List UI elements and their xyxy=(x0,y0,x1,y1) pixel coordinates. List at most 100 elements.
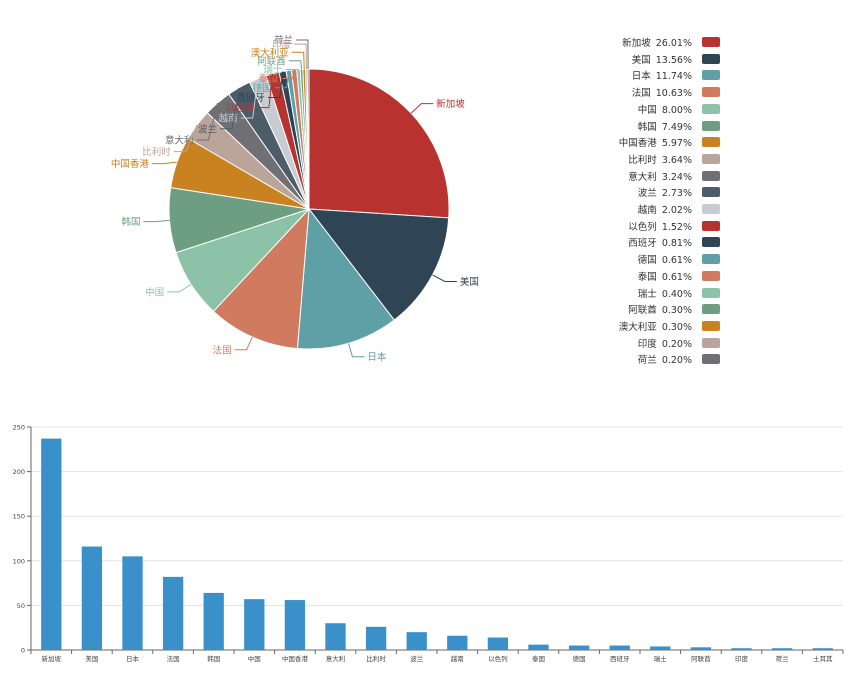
legend-swatch xyxy=(702,254,720,265)
x-tick-label: 瑞士 xyxy=(654,654,668,663)
legend-label: 法国 xyxy=(631,88,651,100)
legend-item[interactable]: 越南 2.02% xyxy=(560,201,720,217)
pie-label-line xyxy=(196,102,219,141)
legend-item[interactable]: 中国 8.00% xyxy=(560,101,720,117)
legend-swatch xyxy=(702,337,720,348)
legend-percent: 3.24% xyxy=(661,171,692,183)
bar-chart: 0 50 100 150 200 250 新加坡 美国 日本 法国 韩国 中国 中国香港 意大利 比利时 波兰… xyxy=(13,424,844,663)
legend-label: 印度 xyxy=(637,338,657,350)
legend-label: 阿联酋 xyxy=(628,305,657,317)
pie-label-line xyxy=(167,283,192,293)
legend-item[interactable]: 印度 0.20% xyxy=(560,335,720,351)
bar xyxy=(162,576,184,650)
legend-swatch xyxy=(702,120,720,131)
legend-percent: 0.61% xyxy=(661,255,692,267)
pie-label-line xyxy=(294,43,307,70)
legend-label: 比利时 xyxy=(628,154,657,166)
legend-item[interactable]: 美国 13.56% xyxy=(560,51,720,67)
bar xyxy=(487,637,509,650)
legend-percent: 13.56% xyxy=(655,54,692,66)
legend-item[interactable]: 比利时 3.64% xyxy=(560,151,720,167)
pie-label: 中国香港 xyxy=(111,158,150,170)
pie-label-line xyxy=(288,60,302,70)
legend-percent: 1.52% xyxy=(661,221,692,233)
legend-percent: 8.00% xyxy=(661,104,692,116)
bar xyxy=(528,644,549,650)
bar xyxy=(203,592,224,650)
pie-label-line xyxy=(296,39,309,70)
legend-item[interactable]: 西班牙 0.81% xyxy=(560,234,720,250)
legend-item[interactable]: 韩国 7.49% xyxy=(560,118,720,134)
x-tick-label: 韩国 xyxy=(207,654,220,663)
pie-label: 以色列 xyxy=(225,102,254,114)
legend-item[interactable]: 澳大利亚 0.30% xyxy=(560,318,720,334)
legend-percent: 10.63% xyxy=(655,88,692,100)
x-tick-label: 中国香港 xyxy=(282,654,309,663)
bar xyxy=(568,645,590,650)
pie-label: 韩国 xyxy=(121,216,140,228)
legend-label: 德国 xyxy=(637,255,657,267)
legend-swatch xyxy=(702,187,720,198)
pie-label-line xyxy=(348,343,365,358)
x-tick-label: 荷兰 xyxy=(776,654,790,663)
legend-label: 意大利 xyxy=(628,171,657,183)
pie-chart: 新加坡美国日本荷兰印度澳大利亚阿联酋瑞士泰国德国西班牙以色列越南波兰意大利比利时… xyxy=(111,35,479,364)
legend-percent: 0.20% xyxy=(661,338,692,350)
legend-item[interactable]: 意大利 3.24% xyxy=(560,168,720,184)
pie-label: 波兰 xyxy=(198,123,217,135)
legend-percent: 2.73% xyxy=(661,188,692,200)
x-tick-label: 以色列 xyxy=(488,654,508,663)
legend-swatch xyxy=(702,220,720,231)
bar xyxy=(41,438,62,650)
pie-label-line xyxy=(234,336,253,351)
pie-label: 印度 xyxy=(272,39,292,51)
legend-label: 波兰 xyxy=(637,188,657,200)
legend-item[interactable]: 德国 0.61% xyxy=(560,251,720,267)
legend-item[interactable]: 日本 11.74% xyxy=(560,67,720,83)
legend-item[interactable]: 瑞士 0.40% xyxy=(560,285,720,301)
x-tick-label: 中国 xyxy=(248,654,261,663)
legend-percent: 5.97% xyxy=(661,138,692,150)
legend-percent: 0.30% xyxy=(661,305,692,317)
legend-swatch xyxy=(702,37,720,47)
bar xyxy=(244,599,265,650)
pie-slice xyxy=(306,68,310,210)
x-tick-label: 泰国 xyxy=(532,654,545,663)
legend-label: 以色列 xyxy=(628,221,657,233)
legend-item[interactable]: 荷兰 0.20% xyxy=(560,351,720,367)
pie-label-line xyxy=(280,69,295,79)
y-tick-label: 0 xyxy=(21,647,25,655)
bar xyxy=(122,556,143,650)
legend-swatch xyxy=(702,170,720,181)
pie-label: 意大利 xyxy=(165,135,194,147)
legend-percent: 0.61% xyxy=(661,271,692,283)
legend-item[interactable]: 新加坡 26.01% xyxy=(560,34,720,50)
legend-item[interactable]: 以色列 1.52% xyxy=(560,218,720,234)
bar xyxy=(690,647,712,650)
pie-label-line xyxy=(240,78,259,119)
x-tick-label: 美国 xyxy=(85,654,98,663)
legend-label: 瑞士 xyxy=(637,288,657,300)
pie-label-line xyxy=(151,161,178,165)
y-tick-label: 50 xyxy=(17,602,25,610)
legend-label: 越南 xyxy=(637,205,657,216)
bar xyxy=(771,648,793,650)
bar xyxy=(325,623,346,650)
legend-item[interactable]: 波兰 2.73% xyxy=(560,184,720,200)
x-tick-label: 越南 xyxy=(451,654,465,663)
legend-item[interactable]: 阿联酋 0.30% xyxy=(560,301,720,317)
legend-swatch xyxy=(702,270,720,281)
legend-item[interactable]: 泰国 0.61% xyxy=(560,268,720,284)
legend-label: 澳大利亚 xyxy=(618,321,657,333)
legend-swatch xyxy=(702,137,720,148)
x-tick-label: 法国 xyxy=(167,654,180,663)
legend-item[interactable]: 法国 10.63% xyxy=(560,84,720,100)
pie-label-line xyxy=(267,71,283,98)
pie-label: 中国 xyxy=(145,286,164,298)
legend-swatch xyxy=(702,320,720,331)
legend-label: 泰国 xyxy=(637,271,657,283)
legend-item[interactable]: 中国香港 5.97% xyxy=(560,134,720,150)
bar xyxy=(609,645,630,650)
legend-label: 韩国 xyxy=(637,121,657,133)
legend-percent: 7.49% xyxy=(661,121,692,133)
